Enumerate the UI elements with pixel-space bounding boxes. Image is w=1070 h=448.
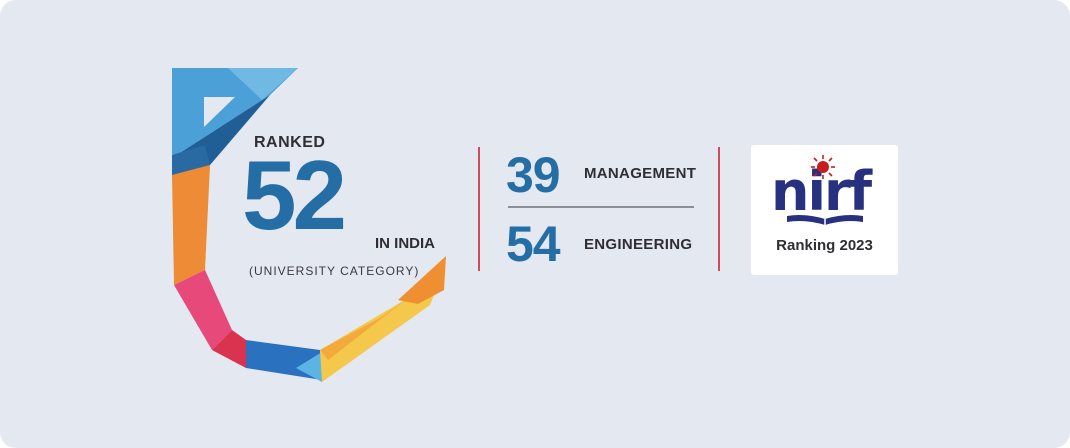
nirf-badge: nirf Ranking 2023 xyxy=(751,145,898,275)
nirf-ranking-year: Ranking 2023 xyxy=(776,237,873,254)
nirf-book-icon xyxy=(787,215,863,225)
subject-divider xyxy=(508,206,694,208)
engineering-rank-number: 54 xyxy=(506,216,561,272)
rank-scope-label: IN INDIA xyxy=(375,235,435,252)
rank-category-label: (UNIVERSITY CATEGORY) xyxy=(249,264,420,278)
section-divider xyxy=(718,147,720,271)
section-divider xyxy=(478,147,480,271)
ranked-label: RANKED xyxy=(254,134,326,151)
engineering-rank-label: ENGINEERING xyxy=(584,236,693,253)
management-rank-number: 39 xyxy=(506,147,561,203)
management-rank-label: MANAGEMENT xyxy=(584,165,697,182)
overall-rank-number: 52 xyxy=(242,140,347,250)
nirf-sun-icon xyxy=(811,155,835,179)
nirf-logo-text: nirf xyxy=(771,160,872,223)
